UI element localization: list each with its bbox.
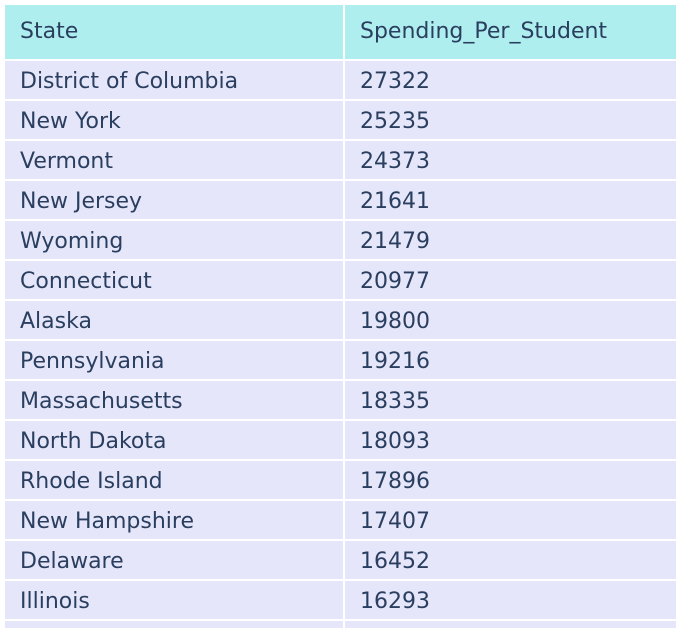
cell-spending-per-student: 19800 — [345, 301, 676, 339]
cell-state: Wyoming — [5, 221, 343, 259]
cell-spending-per-student: 21479 — [345, 221, 676, 259]
table-row: Illinois 16293 — [5, 581, 676, 619]
cell-state: New Jersey — [5, 181, 343, 219]
table-row: Delaware 16452 — [5, 541, 676, 579]
table-row — [5, 621, 676, 628]
table-row: North Dakota 18093 — [5, 421, 676, 459]
table-row: Connecticut 20977 — [5, 261, 676, 299]
cell-spending-per-student — [345, 621, 676, 628]
table-row: Rhode Island 17896 — [5, 461, 676, 499]
cell-spending-per-student: 25235 — [345, 101, 676, 139]
cell-state: New Hampshire — [5, 501, 343, 539]
table-row: District of Columbia 27322 — [5, 61, 676, 99]
table-row: New York 25235 — [5, 101, 676, 139]
column-header-state: State — [5, 5, 343, 59]
column-header-spending-per-student: Spending_Per_Student — [345, 5, 676, 59]
cell-state: District of Columbia — [5, 61, 343, 99]
cell-state: Alaska — [5, 301, 343, 339]
table-row: Pennsylvania 19216 — [5, 341, 676, 379]
cell-state: Massachusetts — [5, 381, 343, 419]
table-row: New Jersey 21641 — [5, 181, 676, 219]
cell-spending-per-student: 17896 — [345, 461, 676, 499]
cell-spending-per-student: 18335 — [345, 381, 676, 419]
table-row: New Hampshire 17407 — [5, 501, 676, 539]
cell-state: Pennsylvania — [5, 341, 343, 379]
cell-spending-per-student: 19216 — [345, 341, 676, 379]
cell-state: Vermont — [5, 141, 343, 179]
cell-spending-per-student: 24373 — [345, 141, 676, 179]
cell-state: New York — [5, 101, 343, 139]
cell-state — [5, 621, 343, 628]
cell-spending-per-student: 18093 — [345, 421, 676, 459]
cell-state: North Dakota — [5, 421, 343, 459]
table-header: State Spending_Per_Student — [5, 5, 676, 59]
cell-spending-per-student: 20977 — [345, 261, 676, 299]
cell-spending-per-student: 17407 — [345, 501, 676, 539]
cell-spending-per-student: 16293 — [345, 581, 676, 619]
cell-state: Illinois — [5, 581, 343, 619]
cell-spending-per-student: 21641 — [345, 181, 676, 219]
table-row: Wyoming 21479 — [5, 221, 676, 259]
cell-spending-per-student: 27322 — [345, 61, 676, 99]
table-row: Massachusetts 18335 — [5, 381, 676, 419]
table-row: Alaska 19800 — [5, 301, 676, 339]
cell-state: Delaware — [5, 541, 343, 579]
data-table: State Spending_Per_Student District of C… — [5, 5, 676, 628]
cell-spending-per-student: 16452 — [345, 541, 676, 579]
cell-state: Rhode Island — [5, 461, 343, 499]
table-row: Vermont 24373 — [5, 141, 676, 179]
cell-state: Connecticut — [5, 261, 343, 299]
